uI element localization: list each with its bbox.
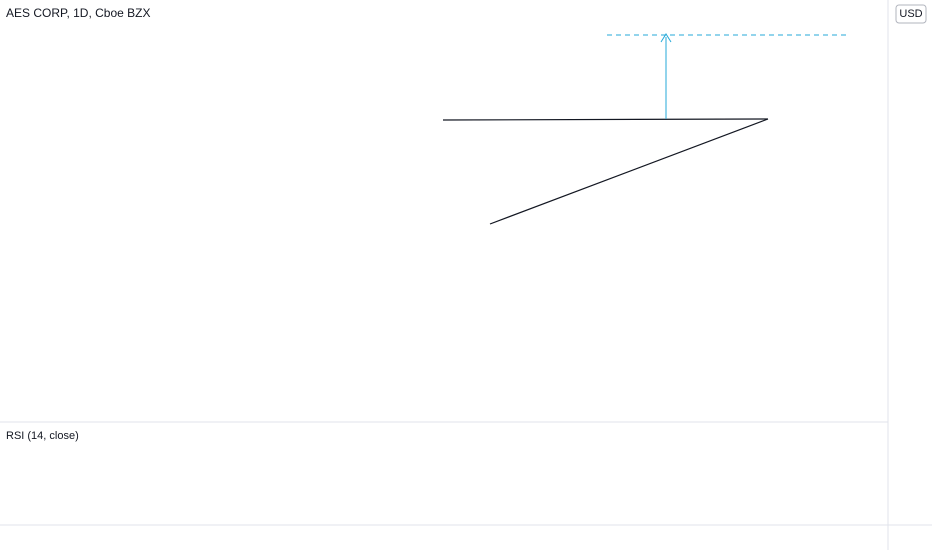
resistance-line: [442, 118, 769, 121]
arrow-head: [660, 33, 672, 43]
support-line: [489, 118, 769, 225]
rsi-title: RSI (14, close): [6, 430, 79, 442]
currency-box[interactable]: [895, 4, 927, 24]
chart-title: AES CORP, 1D, Cboe BZX: [6, 6, 151, 20]
currency[interactable]: USD: [899, 8, 922, 20]
